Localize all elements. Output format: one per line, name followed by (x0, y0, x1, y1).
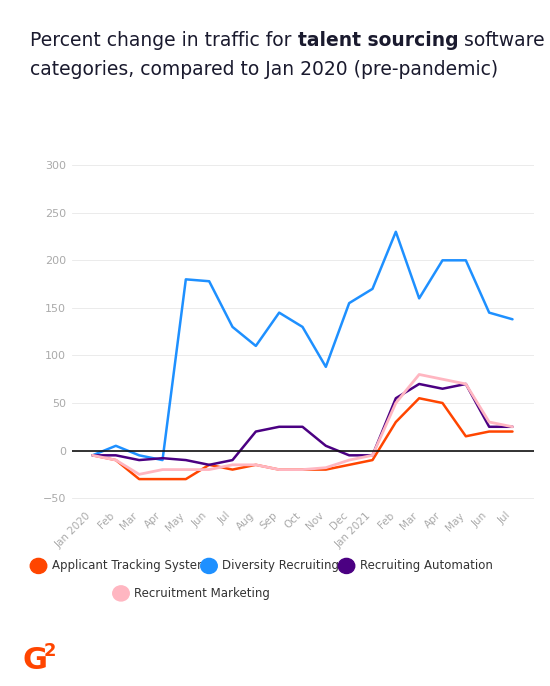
Text: categories, compared to Jan 2020 (pre-pandemic): categories, compared to Jan 2020 (pre-pa… (30, 60, 498, 79)
Text: Recruiting Automation: Recruiting Automation (360, 560, 493, 572)
Text: Percent change in traffic for: Percent change in traffic for (30, 31, 298, 50)
Text: G: G (22, 646, 47, 675)
Text: Applicant Tracking Systems: Applicant Tracking Systems (52, 560, 214, 572)
Text: software: software (458, 31, 545, 50)
Text: talent sourcing: talent sourcing (298, 31, 458, 50)
Text: 2: 2 (43, 642, 56, 660)
Text: Diversity Recruiting: Diversity Recruiting (222, 560, 339, 572)
Text: Recruitment Marketing: Recruitment Marketing (134, 587, 270, 600)
